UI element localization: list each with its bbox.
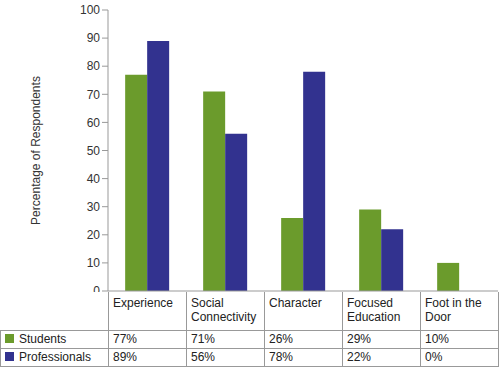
html-text:Social Connectivity: Social Connectivity (191, 296, 257, 324)
html-text:Focused Education: Focused Education (347, 296, 401, 324)
svg-text:0: 0 (93, 284, 100, 292)
html-text:56%: 56% (191, 350, 215, 364)
html-text:Character: Character (269, 296, 322, 310)
html-text:22%: 22% (347, 350, 371, 364)
svg-text:70: 70 (87, 88, 101, 102)
html-text:Foot in the Door: Foot in the Door (425, 296, 482, 324)
svg-text:90: 90 (87, 31, 101, 45)
html-text:29%: 29% (347, 332, 371, 346)
html-text:Experience: Experience (113, 296, 173, 310)
svg-text:10: 10 (87, 256, 101, 270)
svg-text:30: 30 (87, 200, 101, 214)
svg-text:60: 60 (87, 116, 101, 130)
html-text:Students: Students (19, 332, 67, 346)
svg-text:50: 50 (87, 144, 101, 158)
html-text:77%: 77% (113, 332, 137, 346)
html-text:10%: 10% (425, 332, 449, 346)
html-text:0%: 0% (425, 350, 443, 364)
svg-text:100: 100 (80, 3, 100, 17)
html-text:89%: 89% (113, 350, 137, 364)
html-text:26%: 26% (269, 332, 293, 346)
svg-text:80: 80 (87, 59, 101, 73)
html-text:78%: 78% (269, 350, 293, 364)
html-text:Professionals: Professionals (19, 350, 91, 364)
html-text:71%: 71% (191, 332, 215, 346)
svg-text:40: 40 (87, 172, 101, 186)
svg-text:20: 20 (87, 228, 101, 242)
svg-text:Percentage of Respondents: Percentage of Respondents (29, 76, 43, 225)
